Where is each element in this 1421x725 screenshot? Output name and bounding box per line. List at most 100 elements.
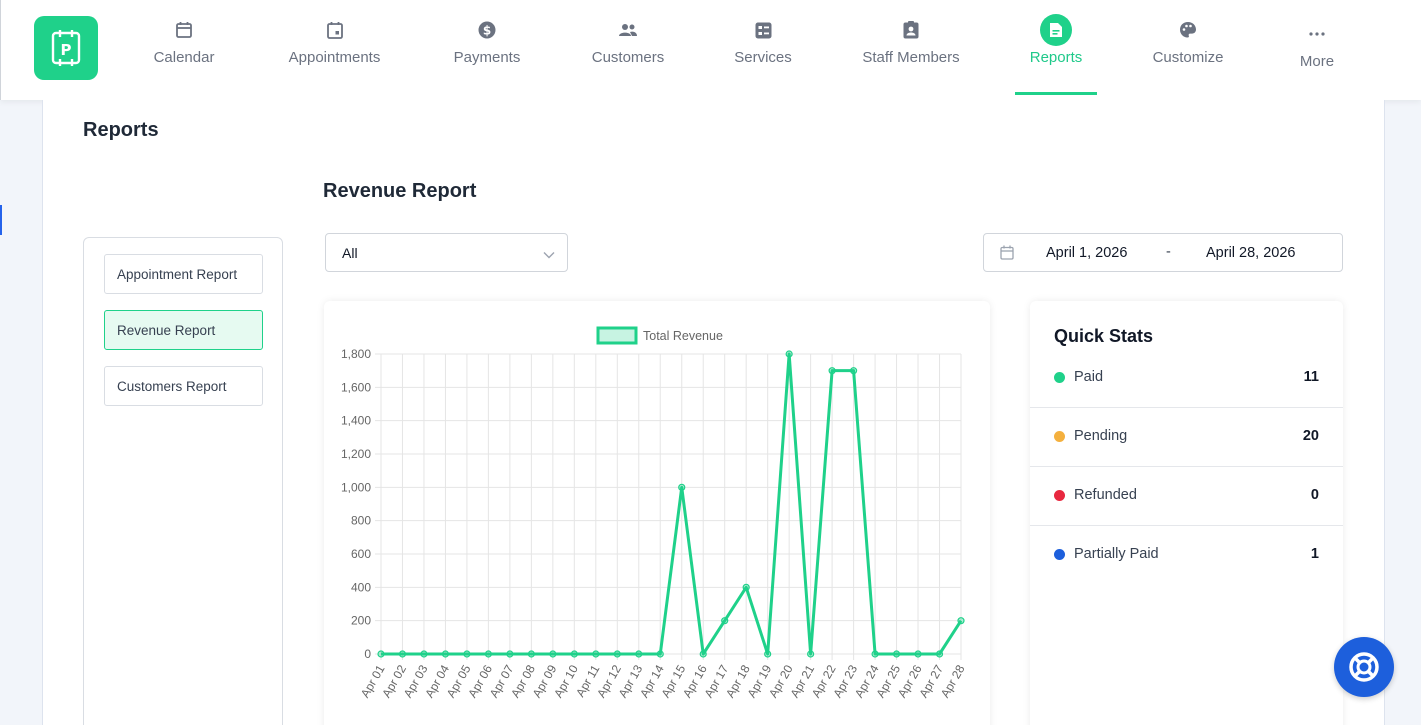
y-tick-label: 1,400 [341,414,371,428]
sidebar-item-customers-report[interactable]: Customers Report [104,366,263,406]
quick-stats-title: Quick Stats [1054,326,1154,346]
divider [1030,407,1343,408]
revenue-line-chart: 02004006008001,0001,2001,4001,6001,800Ap… [341,326,968,700]
data-point [635,650,643,658]
filter-selected-value: All [342,244,358,261]
stat-value: 1 [1310,546,1319,562]
stat-row-paid: Paid 11 [1030,349,1343,408]
stat-row-refunded: Refunded 0 [1030,467,1343,526]
report-file-icon [1040,14,1072,46]
dollar-icon: $ [477,20,497,40]
data-point [463,650,471,658]
nav-label: Payments [453,49,521,66]
paid-status-dot [1054,372,1065,383]
stat-label: Partially Paid [1074,546,1159,562]
section-title: Revenue Report [323,180,477,202]
window-edge-accent [0,205,2,235]
stat-value: 11 [1303,369,1319,385]
y-tick-label: 1,800 [341,347,371,361]
nav-customize[interactable]: Customize [1148,0,1228,100]
nav-label: Customers [591,49,665,66]
nav-label: Services [734,49,792,66]
y-tick-label: 1,600 [341,380,371,394]
data-point [398,650,407,658]
y-tick-label: 1,200 [341,447,371,461]
divider [1030,466,1343,467]
stat-label: Pending [1074,428,1128,444]
top-navigation: P Calendar Appointments $ Payments Custo… [0,0,1421,100]
stat-label: Refunded [1074,487,1137,503]
calendar-icon [174,20,194,40]
y-tick-label: 0 [364,647,371,661]
nav-label: Customize [1152,49,1224,66]
nav-calendar[interactable]: Calendar [149,0,219,100]
data-point [656,650,664,658]
more-dots-icon [1307,24,1327,44]
nav-services[interactable]: Services [732,0,794,100]
palette-icon [1178,20,1198,40]
series-line-total-revenue [381,352,963,656]
data-point [699,650,707,658]
page-title: Reports [83,119,159,141]
data-point [742,583,750,591]
data-point [828,367,836,375]
y-tick-label: 600 [351,547,371,561]
data-point [721,617,729,625]
data-point [506,650,514,658]
data-point [935,650,944,658]
partially-paid-status-dot [1054,549,1065,560]
lifebuoy-icon [1349,652,1379,682]
nav-reports[interactable]: Reports [1016,0,1096,100]
staff-badge-icon [901,20,921,40]
app-logo[interactable]: P [34,16,98,80]
help-support-button[interactable] [1334,637,1394,697]
nav-label: Appointments [288,49,381,66]
nav-more[interactable]: More [1292,0,1342,100]
nav-payments[interactable]: $ Payments [449,0,525,100]
nav-staff-members[interactable]: Staff Members [858,0,964,100]
quick-stats-card: Quick Stats Paid 11 Pending 20 Refunded … [1030,301,1343,725]
y-tick-label: 800 [351,514,371,528]
end-date[interactable]: April 28, 2026 [1206,245,1296,261]
legend-swatch [596,326,638,345]
customers-icon [618,20,638,40]
svg-text:$: $ [483,24,491,38]
y-tick-label: 1,000 [341,480,371,494]
refunded-status-dot [1054,490,1065,501]
data-point [849,367,858,375]
nav-label: More [1299,53,1335,70]
data-point [484,650,493,658]
start-date[interactable]: April 1, 2026 [1046,245,1128,261]
y-tick-label: 400 [351,580,371,594]
stat-row-pending: Pending 20 [1030,408,1343,467]
data-point [527,650,535,658]
appointment-icon [325,20,345,40]
stat-row-partially-paid: Partially Paid 1 [1030,526,1343,585]
legend-label: Total Revenue [643,329,723,343]
services-icon [753,20,773,40]
date-range-picker[interactable]: April 1, 2026 - April 28, 2026 [983,233,1343,272]
data-point [592,650,600,658]
y-tick-label: 200 [351,614,371,628]
data-point [570,650,578,658]
nav-appointments[interactable]: Appointments [282,0,387,100]
nav-customers[interactable]: Customers [587,0,669,100]
data-point [678,483,686,491]
sidebar-item-revenue-report[interactable]: Revenue Report [104,310,263,350]
nav-label: Reports [1029,49,1083,66]
data-point [441,650,450,658]
data-point [613,650,621,658]
status-filter-select[interactable]: All [325,233,568,272]
pending-status-dot [1054,431,1065,442]
nav-label: Calendar [153,49,215,66]
data-point [549,650,557,658]
divider [1030,525,1343,526]
sidebar-item-appointment-report[interactable]: Appointment Report [104,254,263,294]
data-point [807,650,815,658]
data-point [785,350,793,358]
data-point [957,617,965,625]
date-separator: - [1166,244,1171,260]
data-point [914,650,922,658]
logo-icon: P [51,30,81,66]
svg-text:P: P [61,41,72,59]
